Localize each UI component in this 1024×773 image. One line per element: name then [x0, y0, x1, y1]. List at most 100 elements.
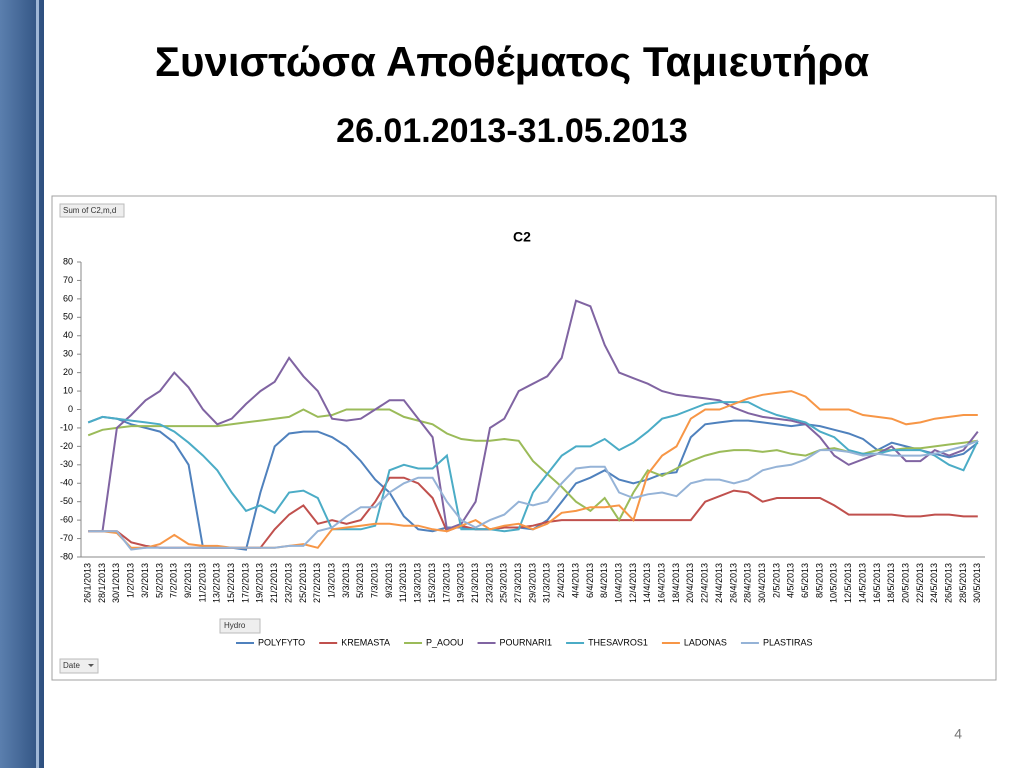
dropdown-arrow: [88, 664, 94, 667]
x-tick-label: 1/3/2013: [326, 563, 336, 598]
y-tick-label: -40: [60, 478, 73, 488]
x-tick-label: 5/3/2013: [355, 563, 365, 598]
y-tick-label: 60: [63, 293, 73, 303]
field-button[interactable]: [59, 203, 125, 218]
series-line: [87, 401, 979, 533]
x-tick-label: 18/5/2013: [886, 563, 896, 603]
x-tick-label: 31/3/2013: [542, 563, 552, 603]
y-tick-label: -20: [60, 441, 73, 451]
x-tick-label: 14/5/2013: [857, 563, 867, 603]
x-tick-label: 19/3/2013: [456, 563, 466, 603]
x-tick-label: 13/3/2013: [413, 563, 423, 603]
y-tick-label: 0: [68, 404, 73, 414]
x-tick-label: 17/2/2013: [240, 563, 250, 603]
x-tick-label: 9/3/2013: [384, 563, 394, 598]
x-tick-label: 15/3/2013: [427, 563, 437, 603]
field-button-label: Sum of C2,m,d: [63, 206, 116, 215]
x-tick-label: 4/4/2013: [570, 563, 580, 598]
x-tick-label: 28/1/2013: [97, 563, 107, 603]
y-tick-label: 20: [63, 367, 73, 377]
x-tick-label: 3/2/2013: [140, 563, 150, 598]
x-tick-label: 13/2/2013: [212, 563, 222, 603]
x-tick-label: 26/5/2013: [944, 563, 954, 603]
x-tick-label: 12/5/2013: [843, 563, 853, 603]
x-tick-label: 14/4/2013: [642, 563, 652, 603]
x-tick-label: 5/2/2013: [154, 563, 164, 598]
x-tick-label: 22/4/2013: [700, 563, 710, 603]
legend-label: POLYFYTO: [258, 637, 305, 647]
x-tick-label: 7/2/2013: [169, 563, 179, 598]
x-tick-label: 30/4/2013: [757, 563, 767, 603]
x-tick-label: 25/2/2013: [298, 563, 308, 603]
legend-label: POURNARI1: [500, 637, 553, 647]
slide-subtitle: 26.01.2013-31.05.2013: [336, 112, 688, 150]
y-tick-label: 80: [63, 256, 73, 266]
x-tick-label: 23/3/2013: [484, 563, 494, 603]
x-tick-label: 28/4/2013: [743, 563, 753, 603]
x-tick-label: 8/5/2013: [814, 563, 824, 598]
x-tick-label: 6/4/2013: [585, 563, 595, 598]
x-tick-label: 29/3/2013: [527, 563, 537, 603]
legend-label: THESAVROS1: [588, 637, 648, 647]
x-tick-label: 20/5/2013: [900, 563, 910, 603]
y-tick-label: -10: [60, 422, 73, 432]
legend-label: KREMASTA: [341, 637, 390, 647]
slide-title: Συνιστώσα Αποθέματος Ταμιευτήρα: [155, 38, 869, 85]
series-line: [88, 439, 979, 551]
x-tick-label: 30/1/2013: [111, 563, 121, 603]
x-tick-label: 27/3/2013: [513, 563, 523, 603]
x-tick-label: 7/3/2013: [370, 563, 380, 598]
legend-label: LADONAS: [684, 637, 727, 647]
x-tick-label: 16/4/2013: [657, 563, 667, 603]
field-button[interactable]: [59, 658, 99, 674]
x-tick-label: 19/2/2013: [255, 563, 265, 603]
x-tick-label: 27/2/2013: [312, 563, 322, 603]
y-tick-label: 10: [63, 385, 73, 395]
y-tick-label: 70: [63, 275, 73, 285]
x-tick-label: 24/4/2013: [714, 563, 724, 603]
x-tick-label: 8/4/2013: [599, 563, 609, 598]
x-tick-label: 2/4/2013: [556, 563, 566, 598]
x-tick-label: 6/5/2013: [800, 563, 810, 598]
x-tick-label: 18/4/2013: [671, 563, 681, 603]
x-tick-label: 26/1/2013: [83, 563, 93, 603]
x-tick-label: 23/2/2013: [283, 563, 293, 603]
y-tick-label: 40: [63, 330, 73, 340]
page-number: 4: [954, 726, 962, 742]
x-tick-label: 3/3/2013: [341, 563, 351, 598]
x-tick-label: 25/3/2013: [499, 563, 509, 603]
x-tick-label: 11/3/2013: [398, 563, 408, 602]
x-tick-label: 28/5/2013: [958, 563, 968, 603]
y-tick-label: -50: [60, 496, 73, 506]
x-tick-label: 21/2/2013: [269, 563, 279, 603]
x-tick-label: 11/2/2013: [197, 563, 207, 602]
y-tick-label: -80: [60, 551, 73, 561]
x-tick-label: 2/5/2013: [771, 563, 781, 598]
x-tick-label: 10/5/2013: [829, 563, 839, 603]
y-tick-label: -70: [60, 533, 73, 543]
x-tick-label: 15/2/2013: [226, 563, 236, 603]
x-tick-label: 21/3/2013: [470, 563, 480, 603]
field-button-label: Date: [63, 661, 80, 670]
legend-label: PLASTIRAS: [763, 637, 813, 647]
x-tick-label: 20/4/2013: [685, 563, 695, 603]
x-tick-label: 1/2/2013: [126, 563, 136, 598]
field-button[interactable]: [219, 618, 261, 634]
x-tick-label: 12/4/2013: [628, 563, 638, 603]
x-tick-label: 10/4/2013: [613, 563, 623, 603]
side-stripe: [36, 0, 39, 768]
y-tick-label: -60: [60, 515, 73, 525]
y-tick-label: 30: [63, 349, 73, 359]
x-tick-label: 9/2/2013: [183, 563, 193, 598]
x-tick-label: 30/5/2013: [972, 563, 982, 603]
x-tick-label: 17/3/2013: [441, 563, 451, 603]
x-tick-label: 24/5/2013: [929, 563, 939, 603]
y-tick-label: 50: [63, 312, 73, 322]
chart-frame: [51, 195, 997, 681]
x-tick-label: 4/5/2013: [786, 563, 796, 598]
x-tick-label: 22/5/2013: [915, 563, 925, 603]
field-button-label: Hydro: [224, 621, 246, 630]
x-tick-label: 26/4/2013: [728, 563, 738, 603]
chart-title: C2: [513, 229, 531, 245]
